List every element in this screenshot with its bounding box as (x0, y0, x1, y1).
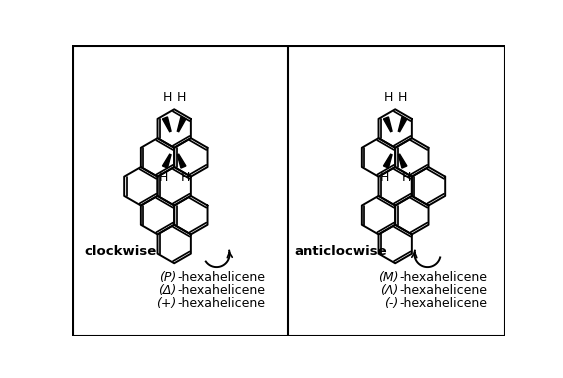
Text: (Λ): (Λ) (380, 284, 398, 297)
Text: H: H (180, 171, 190, 184)
Text: H: H (176, 91, 186, 104)
Text: anticlocwise: anticlocwise (294, 245, 387, 258)
Polygon shape (383, 154, 392, 168)
Text: -hexahelicene: -hexahelicene (177, 284, 265, 297)
Polygon shape (163, 154, 171, 168)
Text: H: H (383, 91, 393, 104)
Text: H: H (397, 91, 407, 104)
Polygon shape (163, 117, 171, 132)
Text: H: H (401, 171, 410, 184)
Text: H: H (159, 171, 168, 184)
Polygon shape (177, 154, 186, 168)
Text: (M): (M) (378, 271, 398, 284)
Text: -hexahelicene: -hexahelicene (177, 297, 265, 310)
Text: H: H (163, 91, 172, 104)
Text: (Δ): (Δ) (158, 284, 177, 297)
Text: (P): (P) (159, 271, 177, 284)
Text: -hexahelicene: -hexahelicene (399, 297, 487, 310)
Text: clockwise: clockwise (85, 245, 157, 258)
Text: -hexahelicene: -hexahelicene (399, 284, 487, 297)
Text: -hexahelicene: -hexahelicene (399, 271, 487, 284)
Polygon shape (399, 154, 407, 168)
Text: (+): (+) (157, 297, 177, 310)
Text: (-): (-) (384, 297, 398, 310)
Text: -hexahelicene: -hexahelicene (177, 271, 265, 284)
Text: H: H (379, 171, 389, 184)
Polygon shape (398, 117, 407, 132)
Polygon shape (383, 117, 392, 132)
Polygon shape (177, 117, 186, 132)
